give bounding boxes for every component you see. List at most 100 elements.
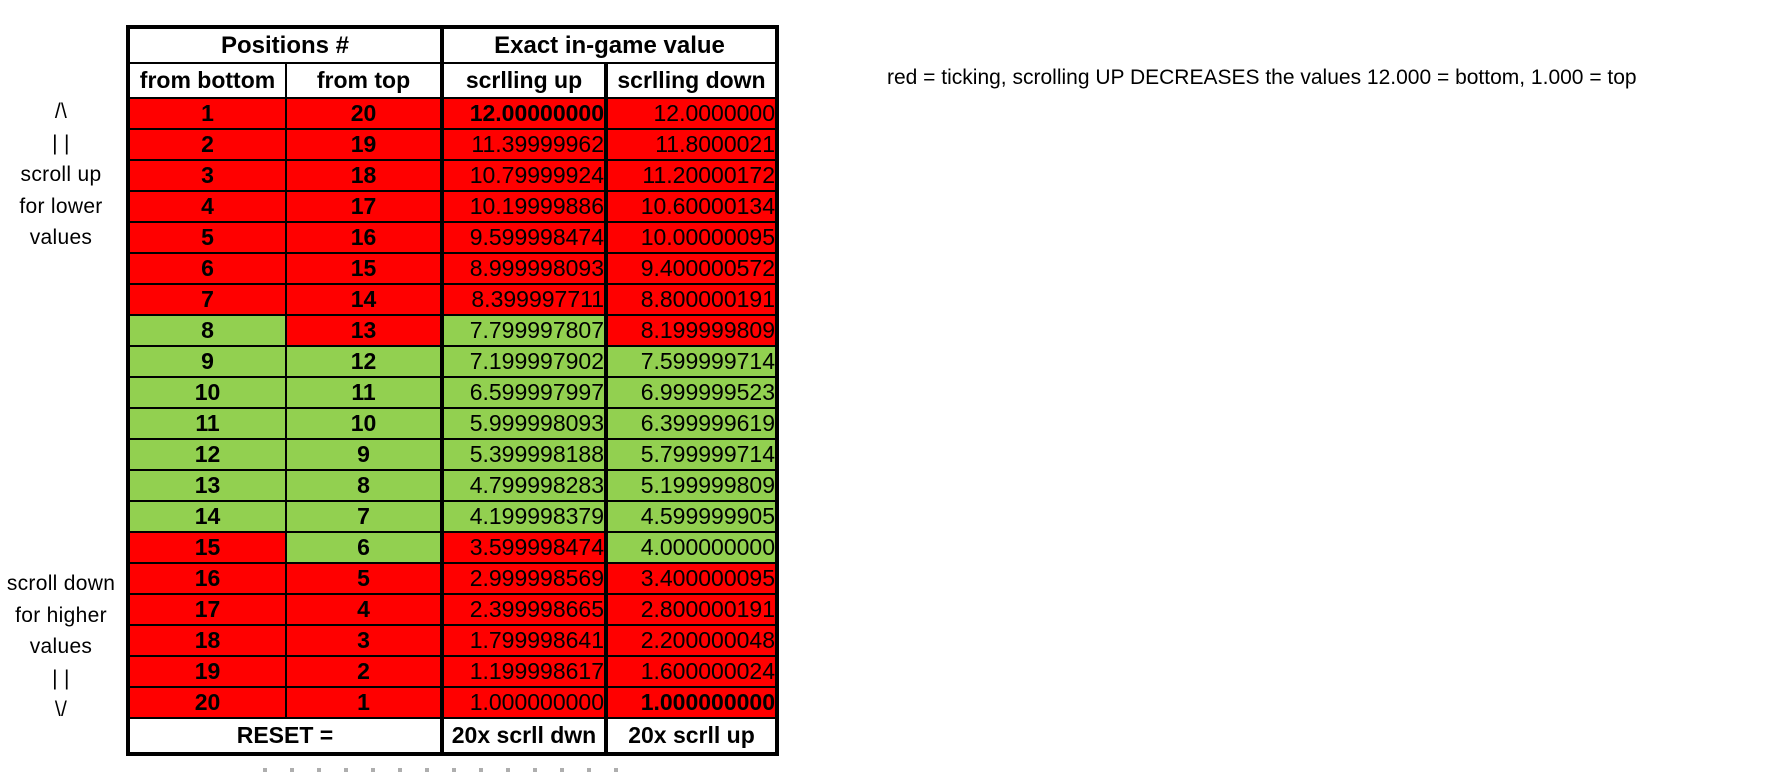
cell-from-top: 17 bbox=[285, 190, 443, 223]
cell-from-top: 11 bbox=[285, 376, 443, 409]
table-row: 4 17 10.19999886 10.60000134 bbox=[127, 190, 778, 223]
table-row: 15 6 3.599998474 4.000000000 bbox=[127, 531, 778, 564]
col-header-scroll-down: scrlling down bbox=[604, 62, 778, 99]
cell-scroll-up: 4.199998379 bbox=[440, 500, 607, 533]
cell-scroll-down: 5.199999809 bbox=[604, 469, 778, 502]
annotation-scroll-down: scroll down for higher values | | \/ bbox=[0, 568, 122, 726]
cell-scroll-up: 6.599997997 bbox=[440, 376, 607, 409]
col-header-from-top: from top bbox=[285, 62, 443, 99]
cell-scroll-up: 1.000000000 bbox=[440, 686, 607, 719]
cell-from-bottom: 3 bbox=[127, 159, 287, 192]
table-row: 5 16 9.599998474 10.00000095 bbox=[127, 221, 778, 254]
table-row: 1 20 12.00000000 12.0000000 bbox=[127, 97, 778, 130]
legend-note: red = ticking, scrolling UP DECREASES th… bbox=[887, 66, 1637, 89]
cell-scroll-up: 7.799997807 bbox=[440, 314, 607, 347]
cell-from-bottom: 8 bbox=[127, 314, 287, 347]
cell-scroll-up: 5.999998093 bbox=[440, 407, 607, 440]
cell-scroll-down: 11.8000021 bbox=[604, 128, 778, 161]
cell-scroll-up: 10.79999924 bbox=[440, 159, 607, 192]
cell-from-top: 5 bbox=[285, 562, 443, 595]
annotation-line: values bbox=[29, 635, 93, 658]
cell-from-top: 8 bbox=[285, 469, 443, 502]
annotation-line: \/ bbox=[54, 698, 68, 721]
cell-scroll-down: 6.399999619 bbox=[604, 407, 778, 440]
cell-from-bottom: 6 bbox=[127, 252, 287, 285]
cell-from-top: 20 bbox=[285, 97, 443, 130]
table-row: 13 8 4.799998283 5.199999809 bbox=[127, 469, 778, 502]
annotation-line: for lower bbox=[19, 194, 103, 218]
annotation-line: values bbox=[29, 226, 93, 249]
cell-from-top: 2 bbox=[285, 655, 443, 688]
cell-from-top: 19 bbox=[285, 128, 443, 161]
cell-from-bottom: 20 bbox=[127, 686, 287, 719]
cell-from-bottom: 4 bbox=[127, 190, 287, 223]
annotation-scroll-up: /\ | | scroll up for lower values bbox=[0, 96, 122, 254]
cell-from-bottom: 9 bbox=[127, 345, 287, 378]
table-row: 12 9 5.399998188 5.799999714 bbox=[127, 438, 778, 471]
cell-from-bottom: 13 bbox=[127, 469, 287, 502]
group-header-values: Exact in-game value bbox=[440, 26, 778, 64]
cell-scroll-down: 8.800000191 bbox=[604, 283, 778, 316]
cell-scroll-up: 8.399997711 bbox=[440, 283, 607, 316]
cell-from-bottom: 2 bbox=[127, 128, 287, 161]
cell-scroll-down: 2.800000191 bbox=[604, 593, 778, 626]
cell-scroll-up: 1.199998617 bbox=[440, 655, 607, 688]
cell-from-top: 10 bbox=[285, 407, 443, 440]
table-row: 18 3 1.799998641 2.200000048 bbox=[127, 624, 778, 657]
cell-scroll-down: 3.400000095 bbox=[604, 562, 778, 595]
cell-from-top: 9 bbox=[285, 438, 443, 471]
col-header-from-bottom: from bottom bbox=[127, 62, 287, 99]
cell-scroll-down: 8.199999809 bbox=[604, 314, 778, 347]
table-row: 11 10 5.999998093 6.399999619 bbox=[127, 407, 778, 440]
cell-scroll-up: 1.799998641 bbox=[440, 624, 607, 657]
cell-from-top: 12 bbox=[285, 345, 443, 378]
cell-from-bottom: 7 bbox=[127, 283, 287, 316]
group-header-positions: Positions # bbox=[127, 26, 443, 64]
cell-from-top: 6 bbox=[285, 531, 443, 564]
reset-row: RESET = 20x scrll dwn 20x scrll up bbox=[127, 717, 778, 755]
annotation-line: scroll up bbox=[20, 163, 102, 186]
cut-off-text-artifact bbox=[263, 768, 641, 772]
cell-from-top: 15 bbox=[285, 252, 443, 285]
table-row: 17 4 2.399998665 2.800000191 bbox=[127, 593, 778, 626]
cell-scroll-down: 11.20000172 bbox=[604, 159, 778, 192]
table-row: 6 15 8.999998093 9.400000572 bbox=[127, 252, 778, 285]
cell-from-top: 14 bbox=[285, 283, 443, 316]
group-header-row: Positions # Exact in-game value bbox=[127, 26, 778, 64]
cell-from-top: 4 bbox=[285, 593, 443, 626]
table-row: 10 11 6.599997997 6.999999523 bbox=[127, 376, 778, 409]
reset-scroll-up-cell: 20x scrll up bbox=[604, 717, 778, 755]
cell-scroll-down: 1.000000000 bbox=[604, 686, 778, 719]
cell-scroll-up: 3.599998474 bbox=[440, 531, 607, 564]
cell-from-bottom: 16 bbox=[127, 562, 287, 595]
cell-scroll-up: 10.19999886 bbox=[440, 190, 607, 223]
table-row: 20 1 1.000000000 1.000000000 bbox=[127, 686, 778, 719]
cell-scroll-down: 4.599999905 bbox=[604, 500, 778, 533]
cell-from-bottom: 18 bbox=[127, 624, 287, 657]
cell-scroll-down: 10.00000095 bbox=[604, 221, 778, 254]
table-row: 3 18 10.79999924 11.20000172 bbox=[127, 159, 778, 192]
cell-scroll-up: 8.999998093 bbox=[440, 252, 607, 285]
annotation-line: /\ bbox=[54, 100, 68, 123]
cell-from-bottom: 5 bbox=[127, 221, 287, 254]
column-header-row: from bottom from top scrlling up scrllin… bbox=[127, 62, 778, 99]
cell-from-top: 7 bbox=[285, 500, 443, 533]
cell-from-bottom: 12 bbox=[127, 438, 287, 471]
cell-from-bottom: 1 bbox=[127, 97, 287, 130]
cell-scroll-down: 7.599999714 bbox=[604, 345, 778, 378]
cell-from-bottom: 14 bbox=[127, 500, 287, 533]
cell-scroll-up: 9.599998474 bbox=[440, 221, 607, 254]
table-body: 1 20 12.00000000 12.0000000 2 19 11.39999962 11… bbox=[127, 97, 778, 719]
cell-scroll-up: 2.999998569 bbox=[440, 562, 607, 595]
table-row: 16 5 2.999998569 3.400000095 bbox=[127, 562, 778, 595]
col-header-scroll-up: scrlling up bbox=[440, 62, 607, 99]
table-row: 7 14 8.399997711 8.800000191 bbox=[127, 283, 778, 316]
positions-table: Positions # Exact in-game value from bot… bbox=[126, 25, 779, 756]
annotation-line: for higher bbox=[15, 603, 107, 627]
table-row: 9 12 7.199997902 7.599999714 bbox=[127, 345, 778, 378]
table-row: 8 13 7.799997807 8.199999809 bbox=[127, 314, 778, 347]
cell-from-bottom: 19 bbox=[127, 655, 287, 688]
cell-scroll-up: 12.00000000 bbox=[440, 97, 607, 130]
annotation-line: | | bbox=[52, 131, 70, 155]
cell-from-bottom: 15 bbox=[127, 531, 287, 564]
